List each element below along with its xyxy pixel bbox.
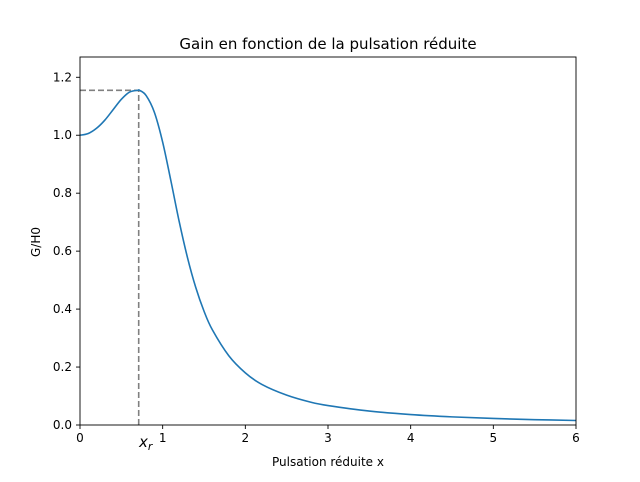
y-tick-label: 0.2 xyxy=(53,360,72,374)
y-tick-label: 1.0 xyxy=(53,128,72,142)
y-tick-label: 1.2 xyxy=(53,70,72,84)
y-ticks: 0.0 0.2 0.4 0.6 0.8 1.0 1.2 xyxy=(53,70,80,432)
x-tick-label: 0 xyxy=(76,431,84,445)
y-tick-label: 0.0 xyxy=(53,418,72,432)
x-axis-label: Pulsation réduite x xyxy=(272,455,384,469)
resonance-label: xr xyxy=(138,433,154,453)
y-axis-label: G/H0 xyxy=(29,227,43,257)
series-layer xyxy=(79,89,577,422)
resonance-label-sub: r xyxy=(148,440,154,453)
x-tick-label: 3 xyxy=(324,431,332,445)
x-ticks: 0 1 2 3 4 5 6 xyxy=(76,425,580,445)
resonance-guides xyxy=(80,89,140,425)
x-tick-label: 2 xyxy=(242,431,250,445)
y-tick-label: 0.4 xyxy=(53,302,72,316)
x-tick-label: 1 xyxy=(159,431,167,445)
resonance-label-base: x xyxy=(138,433,148,451)
x-tick-label: 4 xyxy=(407,431,415,445)
y-tick-label: 0.6 xyxy=(53,244,72,258)
x-tick-label: 5 xyxy=(490,431,498,445)
x-tick-label: 6 xyxy=(572,431,580,445)
chart-title: Gain en fonction de la pulsation réduite xyxy=(179,35,476,53)
series-line-0 xyxy=(79,89,577,422)
y-tick-label: 0.8 xyxy=(53,186,72,200)
